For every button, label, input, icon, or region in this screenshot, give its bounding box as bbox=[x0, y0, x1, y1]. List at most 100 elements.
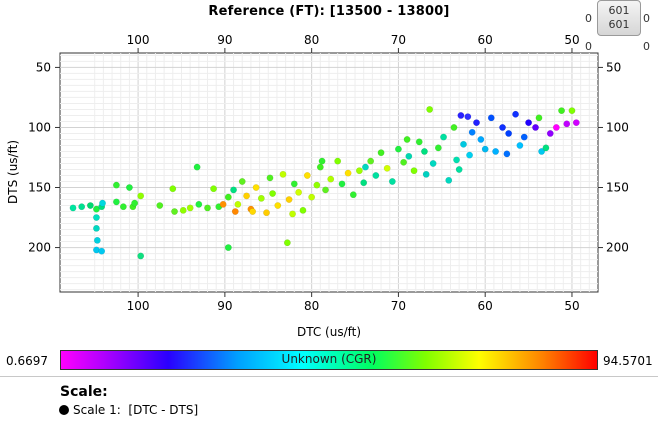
data-point bbox=[372, 172, 380, 179]
data-point bbox=[186, 204, 194, 212]
data-point bbox=[512, 110, 520, 118]
data-point bbox=[230, 186, 237, 194]
data-point bbox=[289, 210, 297, 218]
data-point bbox=[546, 130, 554, 137]
y-tick-label-right: 200 bbox=[606, 241, 629, 255]
data-point bbox=[210, 185, 218, 193]
data-point bbox=[563, 120, 571, 128]
data-point bbox=[361, 163, 369, 171]
data-point bbox=[156, 202, 164, 209]
data-point bbox=[338, 180, 346, 188]
data-point bbox=[279, 170, 287, 178]
data-point bbox=[112, 198, 120, 206]
data-point bbox=[503, 150, 511, 158]
data-point bbox=[69, 204, 77, 212]
data-point bbox=[125, 184, 133, 191]
y-tick-label-right: 150 bbox=[606, 181, 629, 195]
x-tick-label: 80 bbox=[304, 299, 319, 313]
data-point bbox=[224, 244, 232, 252]
y-tick-label: 200 bbox=[28, 241, 51, 255]
track-counter-widget[interactable]: 601 601 bbox=[597, 0, 641, 36]
data-point bbox=[532, 124, 539, 131]
data-point bbox=[257, 194, 265, 202]
widget-left-value-2: 0 bbox=[585, 40, 592, 53]
color-scale-max: 94.5701 bbox=[603, 354, 653, 368]
data-point bbox=[542, 144, 550, 152]
data-point bbox=[457, 112, 465, 119]
data-point bbox=[525, 119, 533, 127]
data-point bbox=[327, 175, 335, 183]
data-point bbox=[119, 203, 127, 211]
data-point bbox=[263, 209, 270, 217]
data-point bbox=[434, 144, 442, 152]
data-point bbox=[219, 200, 227, 208]
data-point bbox=[224, 193, 232, 201]
x-tick-label-top: 50 bbox=[564, 33, 579, 47]
scale-heading: Scale: bbox=[60, 384, 108, 400]
data-point bbox=[252, 184, 260, 191]
data-point bbox=[505, 130, 513, 137]
data-point bbox=[269, 190, 277, 197]
data-point bbox=[383, 164, 391, 172]
data-point bbox=[468, 128, 476, 136]
data-point bbox=[445, 176, 453, 184]
scale-legend-item[interactable]: Scale 1: [DTC - DTS] bbox=[59, 403, 198, 417]
data-point bbox=[231, 208, 239, 215]
data-point bbox=[131, 199, 139, 207]
data-points bbox=[69, 105, 580, 260]
data-point bbox=[274, 202, 282, 209]
color-scale-label: Unknown (CGR) bbox=[281, 352, 377, 366]
data-point bbox=[98, 247, 106, 255]
data-point bbox=[520, 133, 528, 141]
data-point bbox=[422, 170, 430, 178]
data-point bbox=[308, 193, 316, 201]
data-point bbox=[137, 192, 145, 200]
data-point bbox=[93, 236, 101, 244]
widget-right-value-2: 0 bbox=[643, 40, 650, 53]
data-point bbox=[313, 181, 321, 189]
data-point bbox=[283, 239, 291, 247]
data-point bbox=[552, 124, 560, 131]
data-point bbox=[429, 160, 437, 167]
data-point bbox=[92, 224, 100, 232]
legend-divider bbox=[0, 376, 658, 377]
x-tick-label: 70 bbox=[391, 299, 406, 313]
data-point bbox=[290, 180, 298, 188]
data-point bbox=[572, 119, 580, 127]
color-scale-min: 0.6697 bbox=[6, 354, 48, 368]
data-point bbox=[405, 152, 413, 160]
counter-bottom: 601 bbox=[608, 18, 630, 31]
data-point bbox=[238, 178, 246, 185]
data-point bbox=[466, 151, 474, 159]
data-point bbox=[195, 200, 203, 208]
data-point bbox=[538, 148, 546, 155]
y-axis-label: DTS (us/ft) bbox=[6, 140, 20, 204]
data-point bbox=[535, 114, 543, 122]
data-point bbox=[349, 191, 357, 199]
data-point bbox=[487, 114, 495, 122]
data-point bbox=[400, 158, 408, 166]
data-point bbox=[450, 124, 458, 131]
data-point bbox=[318, 157, 326, 165]
data-point bbox=[516, 142, 524, 149]
data-point bbox=[193, 163, 201, 171]
data-point bbox=[367, 157, 375, 165]
x-tick-label: 100 bbox=[127, 299, 150, 313]
data-point bbox=[78, 203, 86, 211]
data-point bbox=[295, 188, 303, 196]
grid-lines bbox=[60, 53, 598, 292]
data-point bbox=[169, 185, 177, 193]
data-point bbox=[394, 145, 402, 153]
chart-title: Reference (FT): [13500 - 13800] bbox=[208, 4, 450, 19]
y-tick-label: 50 bbox=[36, 60, 51, 74]
data-point bbox=[86, 202, 94, 209]
y-tick-label-right: 100 bbox=[606, 120, 629, 134]
x-tick-label-top: 70 bbox=[391, 33, 406, 47]
data-point bbox=[334, 157, 342, 165]
x-axis-label: DTC (us/ft) bbox=[297, 325, 361, 339]
data-point bbox=[464, 113, 472, 121]
data-point bbox=[99, 199, 106, 207]
data-point bbox=[243, 192, 251, 200]
data-point bbox=[360, 179, 368, 187]
scatter-plot[interactable]: 100 100 90 90 80 80 70 70 60 60 50 50 50 50 100 100 150 1… bbox=[0, 0, 658, 345]
